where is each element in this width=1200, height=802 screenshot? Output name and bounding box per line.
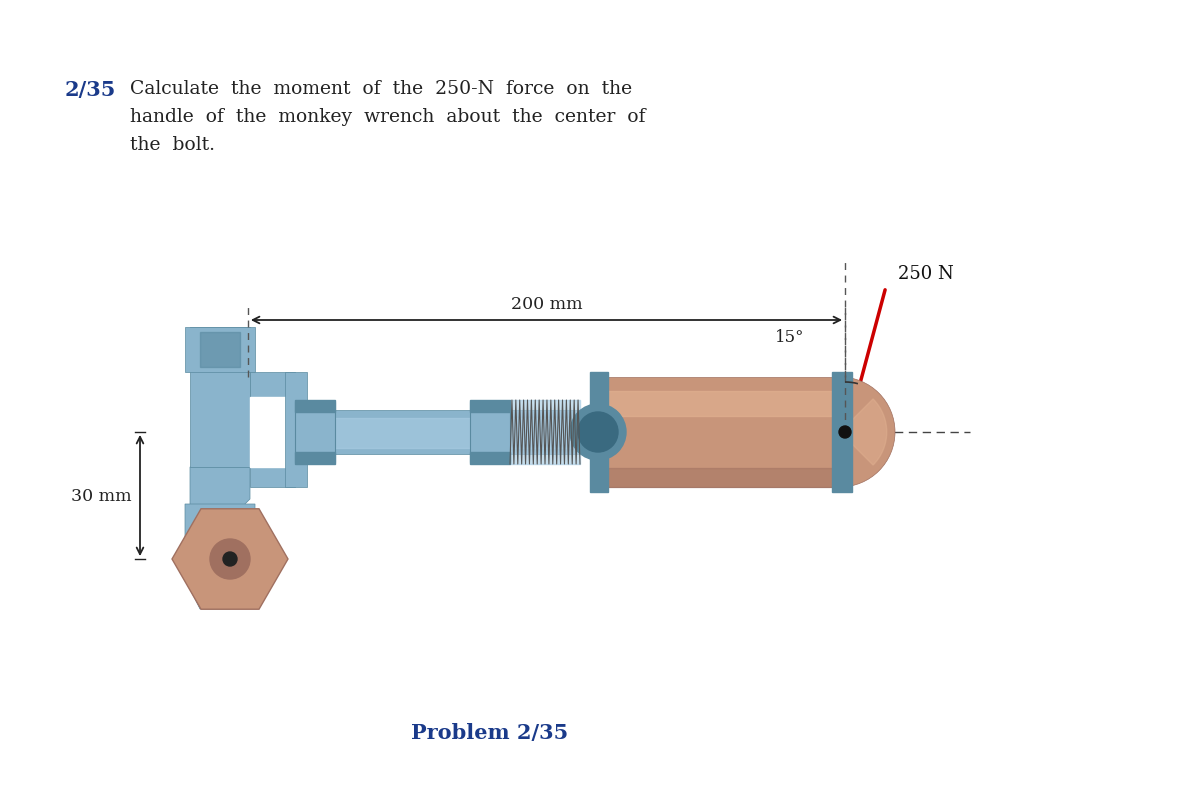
Bar	[470, 452, 510, 464]
Text: 30 mm: 30 mm	[71, 488, 132, 504]
Bar	[185, 327, 256, 373]
Bar	[600, 378, 840, 488]
Polygon shape	[185, 504, 256, 610]
Circle shape	[210, 539, 250, 579]
Bar	[295, 452, 335, 464]
Bar	[250, 419, 845, 448]
Bar	[602, 468, 838, 488]
Bar	[245, 411, 850, 455]
Circle shape	[223, 553, 238, 566]
Bar	[295, 403, 335, 463]
Text: the  bolt.: the bolt.	[130, 136, 215, 154]
Text: 15°: 15°	[775, 329, 805, 346]
Polygon shape	[250, 373, 295, 398]
Text: 2/35: 2/35	[65, 80, 116, 100]
Bar	[295, 400, 335, 412]
Text: 200 mm: 200 mm	[511, 296, 582, 313]
Wedge shape	[840, 399, 887, 465]
Bar	[250, 398, 295, 468]
Bar	[200, 333, 240, 367]
Polygon shape	[172, 509, 288, 610]
Text: Problem 2/35: Problem 2/35	[412, 722, 569, 742]
Bar	[590, 373, 608, 492]
Bar	[190, 327, 250, 468]
Polygon shape	[250, 468, 295, 488]
Bar	[602, 391, 838, 416]
Bar	[286, 373, 307, 488]
Bar	[470, 403, 510, 463]
Wedge shape	[840, 378, 895, 488]
Polygon shape	[190, 468, 250, 520]
Circle shape	[839, 427, 851, 439]
Circle shape	[578, 412, 618, 452]
Circle shape	[570, 404, 626, 460]
Text: 250 N: 250 N	[898, 265, 954, 283]
Text: handle  of  the  monkey  wrench  about  the  center  of: handle of the monkey wrench about the ce…	[130, 107, 646, 126]
Bar	[832, 373, 852, 492]
Bar	[470, 400, 510, 412]
Text: Calculate  the  moment  of  the  250-N  force  on  the: Calculate the moment of the 250-N force …	[130, 80, 632, 98]
